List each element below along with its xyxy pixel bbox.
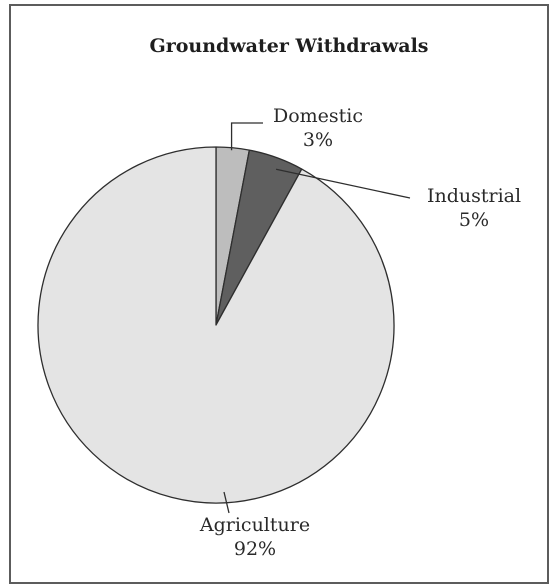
slice-value-agriculture: 92% [234, 538, 276, 560]
leader-line-domestic [230, 122, 263, 151]
slice-value-industrial: 5% [459, 209, 489, 231]
slice-label-domestic: Domestic [273, 105, 363, 127]
pie-slice-agriculture [37, 146, 395, 504]
leader-line-industrial [275, 168, 411, 199]
leader-lines [223, 122, 411, 514]
slice-label-industrial: Industrial [427, 185, 521, 207]
pie-slices [37, 146, 395, 504]
chart-title: Groundwater Withdrawals [150, 35, 429, 57]
leader-line-agriculture [223, 491, 230, 514]
slice-label-agriculture: Agriculture [199, 514, 310, 536]
slice-value-domestic: 3% [303, 129, 333, 151]
